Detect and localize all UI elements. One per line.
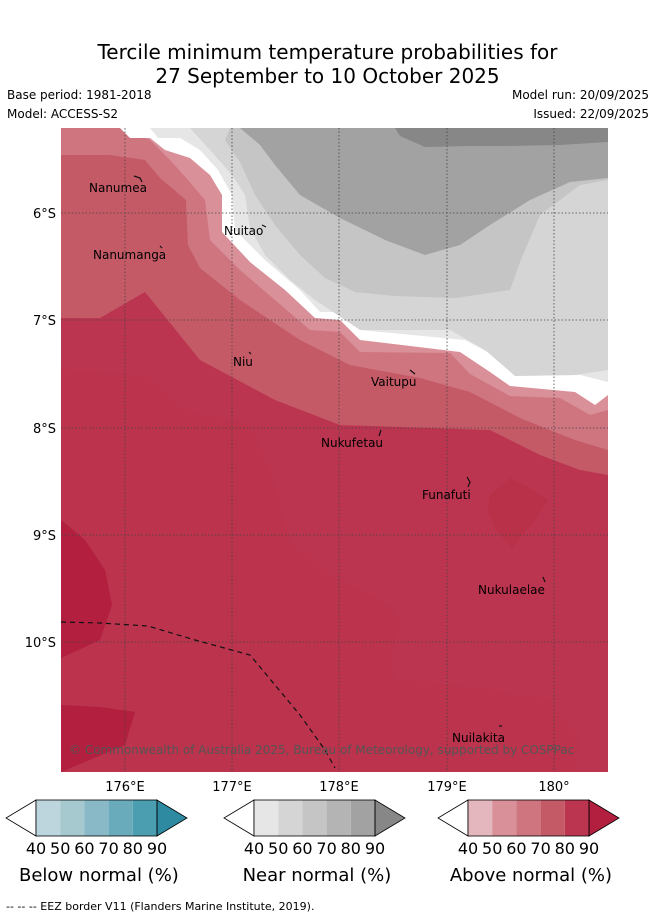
eez-border (61, 621, 336, 769)
colorbar-max-extend (156, 799, 188, 837)
colorbar-tick: 90 (365, 839, 385, 858)
island-label-vaitupu: Vaitupu (371, 375, 417, 389)
lat-tick-10s: 10°S (25, 636, 56, 651)
island-label-funafuti: Funafuti (422, 488, 471, 502)
colorbar-near-normal: 40 50 60 70 80 90 Near normal (%) (223, 799, 406, 886)
colorbar-segment (516, 800, 541, 836)
probability-map: Nanumea Nuitao Nanumanga Niu Vaitupu Nuk… (5, 128, 620, 886)
lon-tick-180: 180° (538, 780, 569, 795)
colorbar-segment (278, 800, 303, 836)
colorbar-segment (540, 800, 565, 836)
model-name: Model: ACCESS-S2 (7, 107, 119, 121)
island-label-niu: Niu (233, 355, 253, 369)
colorbar-tick: 50 (50, 839, 70, 858)
colorbar-tick: 90 (147, 839, 167, 858)
colorbar-tick: 70 (530, 839, 550, 858)
region-near-80 (395, 128, 608, 147)
colorbar-tick: 60 (506, 839, 526, 858)
colorbar-segment (468, 800, 493, 836)
copyright-notice: © Commonwealth of Australia 2025, Bureau… (69, 743, 574, 757)
colorbar-tick: 50 (482, 839, 502, 858)
colorbar-title: Above normal (%) (450, 865, 612, 886)
colorbar-title: Below normal (%) (19, 865, 179, 886)
lat-tick-8s: 8°S (33, 422, 56, 437)
lon-tick-176e: 176°E (105, 780, 145, 795)
colorbar-segment (302, 800, 327, 836)
base-period: Base period: 1981-2018 (7, 88, 152, 102)
region-above-70-north (61, 188, 120, 218)
region-near-70 (240, 128, 608, 255)
colorbar-min-extend (5, 799, 37, 837)
colorbar-tick: 70 (316, 839, 336, 858)
colorbar-segment (132, 800, 157, 836)
chart-title: Tercile minimum temperature probabilitie… (0, 40, 655, 88)
lon-tick-179e: 179°E (427, 780, 467, 795)
island-label-nuitao: Nuitao (224, 224, 263, 238)
colorbar-frame (253, 799, 376, 837)
island-shapes (133, 175, 546, 727)
colorbar-segment (36, 800, 61, 836)
colorbar-tick: 50 (268, 839, 288, 858)
colorbar-frame (35, 799, 158, 837)
colorbar-segment (108, 800, 133, 836)
eez-footnote: -- -- -- EEZ border V11 (Flanders Marine… (6, 900, 315, 913)
colorbar-tick: 60 (292, 839, 312, 858)
colorbar-max-extend (374, 799, 406, 837)
colorbar-tick: 40 (244, 839, 264, 858)
region-above-80b (61, 370, 580, 772)
island-label-nanumanga: Nanumanga (93, 248, 166, 262)
colorbar-tick: 80 (555, 839, 575, 858)
island-label-nuilakita: Nuilakita (452, 731, 505, 745)
colorbar-segment (84, 800, 109, 836)
colorbar-segment (492, 800, 517, 836)
region-above-80-east-patch (487, 478, 548, 548)
colorbar-tick: 40 (26, 839, 46, 858)
colorbar-segment (60, 800, 85, 836)
colorbar-tick: 40 (458, 839, 478, 858)
lon-tick-178e: 178°E (319, 780, 359, 795)
map-fill: Nanumea Nuitao Nanumanga Niu Vaitupu Nuk… (61, 128, 608, 772)
colorbar-frame (467, 799, 590, 837)
lat-tick-7s: 7°S (33, 314, 56, 329)
colorbar-segment (564, 800, 589, 836)
colorbar-min-extend (437, 799, 469, 837)
colorbar-segment (254, 800, 279, 836)
colorbar-tick: 80 (123, 839, 143, 858)
model-run: Model run: 20/09/2025 (511, 88, 649, 102)
colorbar-max-extend (588, 799, 620, 837)
island-label-nanumea: Nanumea (89, 181, 147, 195)
colorbar-title: Near normal (%) (243, 865, 392, 886)
colorbar-tick: 70 (98, 839, 118, 858)
gridlines (61, 128, 608, 772)
title-line-2: 27 September to 10 October 2025 (155, 64, 500, 88)
colorbar-above-normal: 40 50 60 70 80 90 Above normal (%) (437, 799, 620, 886)
region-above-90-southwest (61, 705, 135, 772)
island-label-nukufetau: Nukufetau (321, 436, 383, 450)
colorbar-segment (350, 800, 375, 836)
island-label-nukulaelae: Nukulaelae (478, 583, 545, 597)
colorbar-tick: 80 (341, 839, 361, 858)
colorbar-tick: 90 (579, 839, 599, 858)
colorbar-below-normal: 40 50 60 70 80 90 Below normal (%) (5, 799, 188, 886)
issued-date: Issued: 22/09/2025 (533, 107, 649, 121)
colorbar-tick: 60 (74, 839, 94, 858)
lat-tick-6s: 6°S (33, 207, 56, 222)
title-line-1: Tercile minimum temperature probabilitie… (97, 40, 558, 64)
colorbar-min-extend (223, 799, 255, 837)
lon-tick-177e: 177°E (212, 780, 252, 795)
lat-tick-9s: 9°S (33, 529, 56, 544)
colorbar-segment (326, 800, 351, 836)
